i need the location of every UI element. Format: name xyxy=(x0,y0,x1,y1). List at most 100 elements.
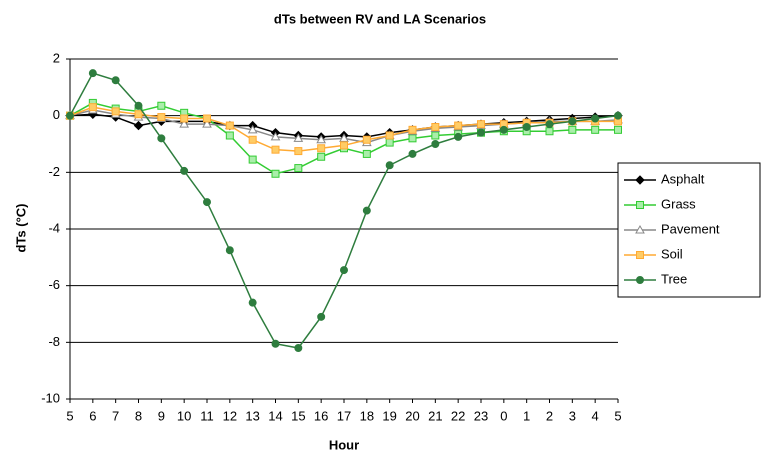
legend-marker xyxy=(635,175,645,185)
data-point xyxy=(202,119,212,128)
data-point xyxy=(134,110,143,119)
x-tick-label: 8 xyxy=(135,408,142,423)
x-tick-label: 16 xyxy=(314,408,328,423)
data-point xyxy=(225,246,234,255)
data-point xyxy=(362,135,371,144)
legend-marker xyxy=(636,276,644,284)
x-tick-label: 9 xyxy=(158,408,165,423)
data-point xyxy=(225,131,234,140)
legend-marker xyxy=(636,201,644,209)
data-point xyxy=(88,103,97,112)
x-tick-label: 23 xyxy=(474,408,488,423)
data-point xyxy=(294,164,303,173)
data-point xyxy=(431,140,440,148)
x-tick-label: 13 xyxy=(245,408,259,423)
data-point xyxy=(180,166,189,175)
x-tick-label: 22 xyxy=(451,408,465,423)
data-point xyxy=(477,128,485,137)
y-tick-label: 2 xyxy=(53,50,60,65)
x-tick-label: 3 xyxy=(569,408,576,423)
data-point xyxy=(362,206,371,215)
x-tick-label: 14 xyxy=(268,408,282,423)
y-tick-label: -8 xyxy=(48,334,60,349)
data-point xyxy=(134,101,143,110)
data-point xyxy=(568,125,577,134)
data-point xyxy=(270,131,281,141)
data-point xyxy=(340,141,348,150)
data-point xyxy=(271,145,280,154)
data-point xyxy=(477,120,485,129)
data-point xyxy=(317,144,326,153)
data-point xyxy=(271,169,280,178)
data-point xyxy=(247,124,258,134)
x-tick-label: 19 xyxy=(382,408,396,423)
x-tick-label: 20 xyxy=(405,408,419,423)
legend-label: Asphalt xyxy=(661,171,705,186)
data-point xyxy=(522,123,531,131)
data-point xyxy=(317,312,326,321)
y-tick-label: -4 xyxy=(48,220,60,235)
legend-label: Pavement xyxy=(661,221,720,236)
x-tick-label: 6 xyxy=(89,408,96,423)
data-point xyxy=(431,131,440,140)
data-point xyxy=(271,339,280,348)
legend-marker xyxy=(636,251,644,259)
series-line xyxy=(69,72,619,349)
data-point xyxy=(385,131,394,140)
data-point xyxy=(317,152,326,161)
data-point xyxy=(339,133,349,142)
data-point xyxy=(180,114,189,123)
data-point xyxy=(362,149,371,158)
data-point xyxy=(568,117,577,126)
legend-marker xyxy=(635,224,645,234)
data-point xyxy=(111,107,120,116)
data-point xyxy=(499,125,508,134)
data-point xyxy=(545,127,554,136)
data-point xyxy=(111,76,120,85)
data-point xyxy=(157,113,166,122)
x-tick-label: 1 xyxy=(523,408,530,423)
data-point xyxy=(431,123,440,131)
x-tick-label: 10 xyxy=(177,408,191,423)
legend-label: Tree xyxy=(661,271,687,286)
y-tick-label: -10 xyxy=(41,390,60,405)
x-axis-label: Hour xyxy=(329,437,359,452)
x-tick-label: 21 xyxy=(428,408,442,423)
x-tick-label: 5 xyxy=(66,408,73,423)
x-tick-label: 0 xyxy=(500,408,507,423)
data-point xyxy=(340,266,348,275)
y-tick-label: 0 xyxy=(53,107,60,122)
x-tick-label: 12 xyxy=(223,408,237,423)
data-point xyxy=(591,125,600,134)
data-point xyxy=(248,155,257,164)
y-tick-label: -2 xyxy=(48,164,60,179)
data-point xyxy=(294,344,303,352)
x-tick-label: 7 xyxy=(112,408,119,423)
data-point xyxy=(133,120,144,131)
data-point xyxy=(248,298,257,307)
data-point xyxy=(408,149,417,158)
data-point xyxy=(316,134,327,144)
data-point xyxy=(454,132,463,141)
y-axis-label: dTs (°C) xyxy=(13,203,28,252)
data-point xyxy=(66,111,74,120)
data-point xyxy=(157,134,166,143)
data-point xyxy=(203,198,211,207)
data-point xyxy=(591,114,600,123)
data-point xyxy=(385,161,394,170)
legend-label: Soil xyxy=(661,246,683,261)
y-tick-label: -6 xyxy=(48,277,60,292)
x-tick-label: 17 xyxy=(337,408,351,423)
x-tick-label: 11 xyxy=(200,408,214,423)
data-point xyxy=(294,147,303,156)
data-point xyxy=(614,111,622,120)
data-point xyxy=(385,138,394,147)
x-tick-label: 15 xyxy=(291,408,305,423)
legend-label: Grass xyxy=(661,196,696,211)
data-point xyxy=(614,125,622,134)
data-point xyxy=(179,119,190,128)
data-point xyxy=(248,135,257,144)
data-point xyxy=(203,114,211,123)
data-point xyxy=(225,121,234,130)
